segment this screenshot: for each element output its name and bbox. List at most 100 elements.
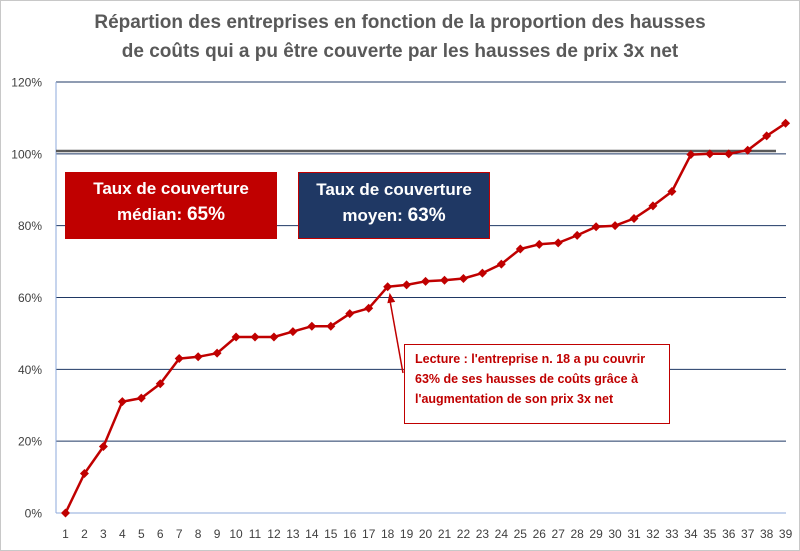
data-point — [648, 201, 658, 211]
data-point — [705, 149, 715, 159]
y-tick-label: 20% — [18, 435, 42, 449]
axes — [55, 82, 786, 514]
x-tick-label: 17 — [362, 527, 376, 541]
x-tick-label: 2 — [81, 527, 88, 541]
data-point — [667, 187, 677, 197]
data-point — [383, 282, 393, 292]
data-point — [610, 221, 620, 231]
x-tick-label: 3 — [100, 527, 107, 541]
x-tick-label: 13 — [286, 527, 300, 541]
data-point — [781, 118, 791, 128]
data-point — [402, 280, 412, 290]
data-point — [591, 222, 601, 232]
median-value: 65% — [186, 204, 225, 225]
data-point — [250, 332, 260, 342]
data-point — [364, 303, 374, 313]
data-point — [269, 332, 279, 342]
data-point — [174, 354, 184, 364]
x-tick-label: 23 — [476, 527, 490, 541]
data-point — [117, 397, 127, 407]
y-tick-label: 120% — [11, 76, 42, 90]
y-tick-label: 60% — [18, 291, 42, 305]
x-tick-label: 7 — [176, 527, 183, 541]
data-point — [231, 332, 241, 342]
data-point — [98, 442, 108, 452]
annotation-line-2: 63% de ses hausses de coûts grâce à — [415, 372, 639, 386]
chart-title-line-1: Répartion des entreprises en fonction de… — [94, 12, 706, 33]
median-label: médian: — [117, 205, 187, 224]
x-tick-label: 20 — [419, 527, 433, 541]
x-tick-label: 34 — [684, 527, 698, 541]
y-tick-label: 100% — [11, 147, 42, 161]
annotation-line-1: Lecture : l'entreprise n. 18 a pu couvri… — [415, 352, 646, 366]
x-tick-label: 10 — [229, 527, 243, 541]
mean-box: Taux de couverture moyen: 63% — [298, 172, 490, 239]
x-tick-label: 21 — [438, 527, 452, 541]
mean-box-line-1: Taux de couverture — [316, 180, 472, 199]
y-tick-label: 0% — [25, 507, 43, 521]
data-point — [307, 321, 317, 331]
x-tick-label: 22 — [457, 527, 471, 541]
x-tick-label: 5 — [138, 527, 145, 541]
x-tick-label: 16 — [343, 527, 357, 541]
annotation-arrow-head — [387, 292, 396, 304]
data-point — [496, 259, 506, 269]
mean-value: 63% — [407, 205, 446, 226]
data-point — [743, 145, 753, 155]
x-tick-label: 38 — [760, 527, 774, 541]
data-point — [79, 468, 89, 478]
x-tick-label: 9 — [214, 527, 221, 541]
data-point — [345, 309, 355, 319]
chart-title: Répartion des entreprises en fonction de… — [40, 8, 760, 66]
x-tick-labels: 1 2 3 4 5 6 7 8 9 10 11 12 13 14 15 16 17 18 19 20 21 22 23 24 2… — [62, 527, 792, 541]
y-tick-labels: 0% 20% 40% 60% 80% 100% 120% — [11, 76, 42, 521]
x-tick-label: 18 — [381, 527, 395, 541]
x-tick-label: 24 — [495, 527, 509, 541]
x-tick-label: 11 — [249, 527, 262, 541]
data-point — [193, 352, 203, 362]
x-tick-label: 36 — [722, 527, 736, 541]
annotation-line-3: l'augmentation de son prix 3x net — [415, 392, 614, 406]
x-tick-label: 28 — [570, 527, 584, 541]
median-box-line-2: médian: 65% — [65, 202, 277, 228]
x-tick-label: 33 — [665, 527, 679, 541]
x-tick-label: 31 — [627, 527, 641, 541]
data-point — [421, 276, 431, 286]
reading-annotation: Lecture : l'entreprise n. 18 a pu couvri… — [404, 344, 670, 424]
data-point — [136, 393, 146, 403]
median-box: Taux de couverture médian: 65% — [65, 172, 277, 239]
y-tick-label: 80% — [18, 219, 42, 233]
data-point — [288, 327, 298, 337]
chart-title-line-2: de coûts qui a pu être couverte par les … — [121, 41, 679, 62]
x-tick-label: 6 — [157, 527, 164, 541]
data-point — [477, 268, 487, 278]
data-point — [212, 348, 222, 358]
data-point — [155, 379, 165, 389]
x-tick-label: 35 — [703, 527, 717, 541]
data-point — [326, 321, 336, 331]
data-point — [572, 230, 582, 240]
data-point — [458, 273, 468, 283]
x-tick-label: 26 — [533, 527, 547, 541]
x-tick-label: 25 — [514, 527, 528, 541]
x-tick-label: 8 — [195, 527, 202, 541]
annotation-arrow — [387, 292, 404, 374]
series-markers — [61, 118, 791, 518]
x-tick-label: 15 — [324, 527, 338, 541]
annotation-arrow-line — [388, 298, 404, 374]
x-tick-label: 4 — [119, 527, 126, 541]
x-tick-label: 1 — [62, 527, 69, 541]
x-tick-label: 29 — [589, 527, 603, 541]
data-point — [762, 131, 772, 141]
data-point — [534, 239, 544, 249]
data-point — [61, 508, 70, 518]
x-tick-label: 12 — [267, 527, 281, 541]
data-point — [629, 213, 639, 223]
data-point — [686, 150, 696, 160]
data-point — [724, 149, 734, 159]
x-tick-label: 27 — [552, 527, 566, 541]
mean-label: moyen: — [342, 206, 408, 225]
mean-box-line-2: moyen: 63% — [299, 203, 489, 229]
x-tick-label: 39 — [779, 527, 793, 541]
